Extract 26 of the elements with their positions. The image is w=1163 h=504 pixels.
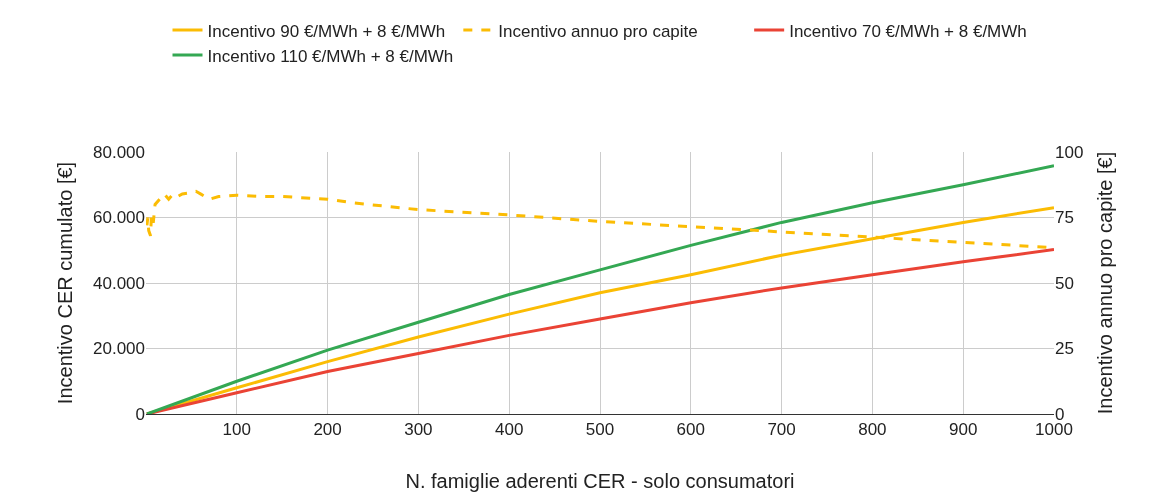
x-tick-label: 800 [858,420,887,440]
legend-label: Incentivo annuo pro capite [498,21,698,41]
x-axis-title: N. famiglie aderenti CER - solo consumatori [405,469,795,492]
y2-axis-title: Incentivo annuo pro capite [€] [1093,151,1116,415]
x-tick-label: 300 [404,420,433,440]
y2-tick-label: 100 [1055,142,1084,162]
y2-tick-label: 75 [1055,208,1074,228]
y2-tick-label: 25 [1055,339,1074,359]
legend-label: Incentivo 110 €/MWh + 8 €/MWh [207,46,454,66]
x-tick-label: 200 [313,420,342,440]
x-tick-label: 600 [676,420,705,440]
y-tick-label: 20.000 [93,339,145,359]
x-tick-label: 900 [949,420,978,440]
y2-tick-label: 50 [1055,273,1074,293]
x-tick-label: 700 [767,420,796,440]
y-tick-label: 80.000 [93,142,145,162]
y-tick-label: 0 [135,404,145,424]
x-tick-label: 500 [585,420,615,440]
y-axis-title: Incentivo CER cumulato [€] [53,161,76,405]
line-series [146,164,1054,414]
legend-label: Incentivo 70 €/MWh + 8 €/MWh [789,21,1027,41]
y-tick-label: 60.000 [93,208,145,228]
legend-label: Incentivo 90 €/MWh + 8 €/MWh [207,21,446,41]
x-tick-label: 400 [495,420,524,440]
x-tick-label: 100 [222,420,251,440]
y-tick-label: 40.000 [93,273,145,293]
